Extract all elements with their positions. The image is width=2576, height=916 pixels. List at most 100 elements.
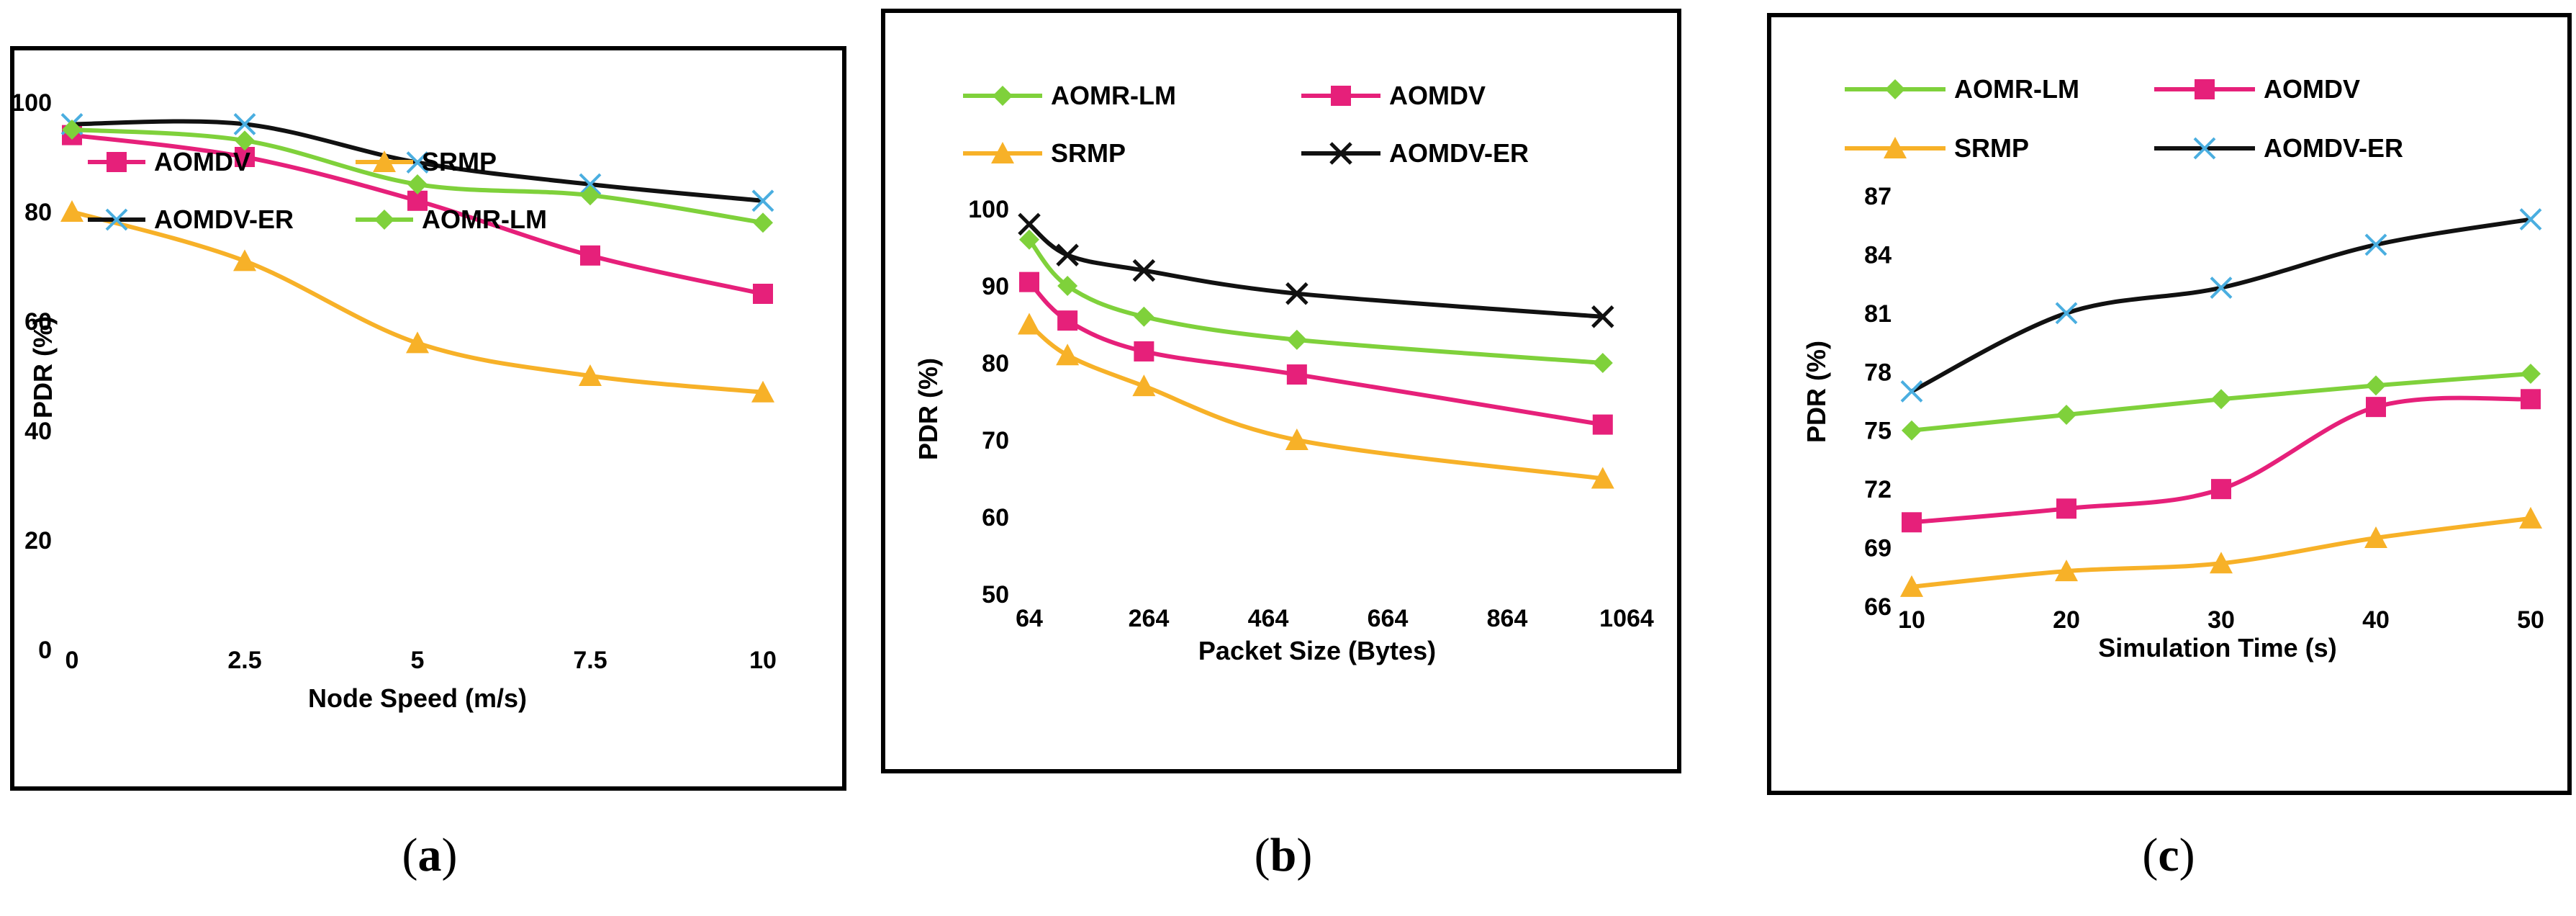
series-line-srmp xyxy=(1028,323,1604,481)
data-point-aomr-lm xyxy=(407,174,428,194)
y-tick-label: 90 xyxy=(982,273,1009,300)
series-line-aomdv xyxy=(1027,280,1604,427)
data-point-aomdv-er xyxy=(2364,233,2387,256)
legend-item-aomdv: AOMDV xyxy=(1301,81,1486,110)
caption-b-letter: b xyxy=(1270,829,1297,881)
data-point-aomr-lm xyxy=(1057,276,1078,296)
legend-label: AOMR-LM xyxy=(422,205,547,234)
legend-item-aomdv-er: AOMDV-ER xyxy=(2154,133,2403,163)
data-point-srmp xyxy=(2210,552,2233,574)
y-tick-label: 72 xyxy=(1864,476,1892,503)
data-point-aomdv xyxy=(2211,479,2231,500)
data-point-srmp xyxy=(751,380,774,403)
legend-item-srmp: SRMP xyxy=(356,147,497,176)
y-tick-label: 0 xyxy=(38,637,52,664)
data-point-aomr-lm xyxy=(2056,405,2076,425)
series-line-srmp xyxy=(71,210,764,395)
legend-item-aomdv-er: AOMDV-ER xyxy=(88,205,294,234)
data-point-aomdv-er xyxy=(406,151,429,174)
data-point-srmp xyxy=(579,364,602,386)
legend-marker xyxy=(107,152,127,172)
legend-marker xyxy=(1329,142,1352,165)
y-tick-label: 66 xyxy=(1864,593,1892,621)
data-point-aomr-lm xyxy=(2211,389,2231,410)
data-point-aomr-lm xyxy=(2521,364,2541,384)
data-point-aomdv xyxy=(1902,512,1922,533)
series-line-aomdv xyxy=(1911,395,2531,525)
data-point-srmp xyxy=(60,200,83,222)
legend-item-srmp: SRMP xyxy=(1845,133,2029,163)
legend-label: SRMP xyxy=(422,147,497,176)
x-tick-label: 664 xyxy=(1368,605,1409,632)
caption-b: (b) xyxy=(1175,828,1391,883)
chart-panel-c: 66 69 72 75 78 81 84 87 10 20 30 40 50 Simulation Tim… xyxy=(1767,13,2572,795)
data-point-aomr-lm xyxy=(2366,375,2386,396)
y-tick-label: 81 xyxy=(1864,300,1892,328)
data-point-srmp xyxy=(2519,506,2542,529)
caption-a-open: ( xyxy=(402,829,418,881)
caption-c: (c) xyxy=(2061,828,2277,883)
legend-marker xyxy=(374,210,394,230)
x-tick-label: 2.5 xyxy=(227,647,261,674)
data-point-srmp xyxy=(2364,526,2387,548)
data-point-aomdv-er xyxy=(2210,277,2233,299)
x-tick-label: 0 xyxy=(65,647,79,674)
data-point-srmp xyxy=(2055,560,2078,582)
data-point-aomr-lm xyxy=(580,185,600,206)
data-point-aomdv xyxy=(1057,310,1078,331)
data-point-aomdv-er xyxy=(1018,212,1041,236)
y-tick-label: 100 xyxy=(968,196,1009,223)
data-point-aomdv xyxy=(1286,364,1307,385)
chart-a-svg: 0 20 40 60 80 100 0 2.5 5 7.5 10 Node Speed (m/s) PD… xyxy=(14,89,777,713)
legend-label: AOMDV-ER xyxy=(1389,138,1529,168)
data-point-aomdv xyxy=(1019,271,1039,292)
x-tick-label: 10 xyxy=(749,647,777,674)
legend-item-srmp: SRMP xyxy=(963,138,1126,168)
legend-marker xyxy=(1885,79,1905,99)
data-point-srmp xyxy=(233,249,256,271)
data-point-aomdv-er xyxy=(233,112,256,135)
x-tick-label: 5 xyxy=(411,647,425,674)
y-tick-label: 87 xyxy=(1864,183,1892,210)
y-tick-label: 60 xyxy=(24,308,52,336)
chart-panel-a: 0 20 40 60 80 100 0 2.5 5 7.5 10 Node Speed (m/s) PD… xyxy=(10,46,846,791)
data-point-srmp xyxy=(1900,575,1923,597)
data-point-srmp xyxy=(1591,467,1614,489)
chart-panel-b: 50 60 70 80 90 100 64 264 464 664 864 1064 Packet Si… xyxy=(881,9,1681,773)
series-aomdv xyxy=(1902,389,2541,533)
data-point-srmp xyxy=(406,331,429,354)
data-point-aomr-lm xyxy=(235,130,255,151)
data-point-aomdv xyxy=(2521,389,2541,410)
data-point-aomdv-er xyxy=(1900,380,1923,403)
legend-item-aomdv: AOMDV xyxy=(2154,74,2360,104)
y-axis-title: PDR (%) xyxy=(28,316,58,418)
data-point-aomr-lm xyxy=(1019,229,1039,250)
data-point-srmp xyxy=(1056,344,1080,366)
x-tick-label: 50 xyxy=(2517,606,2544,634)
y-tick-label: 60 xyxy=(982,504,1009,531)
series-aomdv-er xyxy=(1018,212,1614,328)
legend-item-aomdv-er: AOMDV-ER xyxy=(1301,138,1529,168)
x-axis-title: Simulation Time (s) xyxy=(2098,633,2336,663)
data-point-aomr-lm xyxy=(1592,353,1613,373)
x-tick-label: 464 xyxy=(1248,605,1289,632)
legend-marker xyxy=(991,142,1014,163)
caption-b-open: ( xyxy=(1254,829,1270,881)
legend-marker xyxy=(2193,137,2216,160)
data-point-aomdv-er xyxy=(751,189,774,212)
legend-marker xyxy=(2195,79,2215,99)
x-tick-label: 64 xyxy=(1016,605,1043,632)
data-point-aomdv-er xyxy=(2519,208,2542,230)
series-line-aomdv-er xyxy=(1028,223,1604,319)
data-point-aomdv xyxy=(1592,414,1613,435)
x-tick-label: 7.5 xyxy=(573,647,607,674)
legend-label: AOMR-LM xyxy=(1051,81,1176,110)
legend-label: AOMDV xyxy=(154,147,250,176)
y-tick-label: 70 xyxy=(982,427,1009,454)
data-point-aomr-lm xyxy=(1902,420,1922,441)
y-tick-label: 100 xyxy=(14,89,52,117)
legend-marker xyxy=(373,151,396,172)
legend-marker xyxy=(993,86,1013,106)
legend-item-aomr-lm: AOMR-LM xyxy=(356,205,547,234)
series-srmp xyxy=(1018,313,1614,489)
